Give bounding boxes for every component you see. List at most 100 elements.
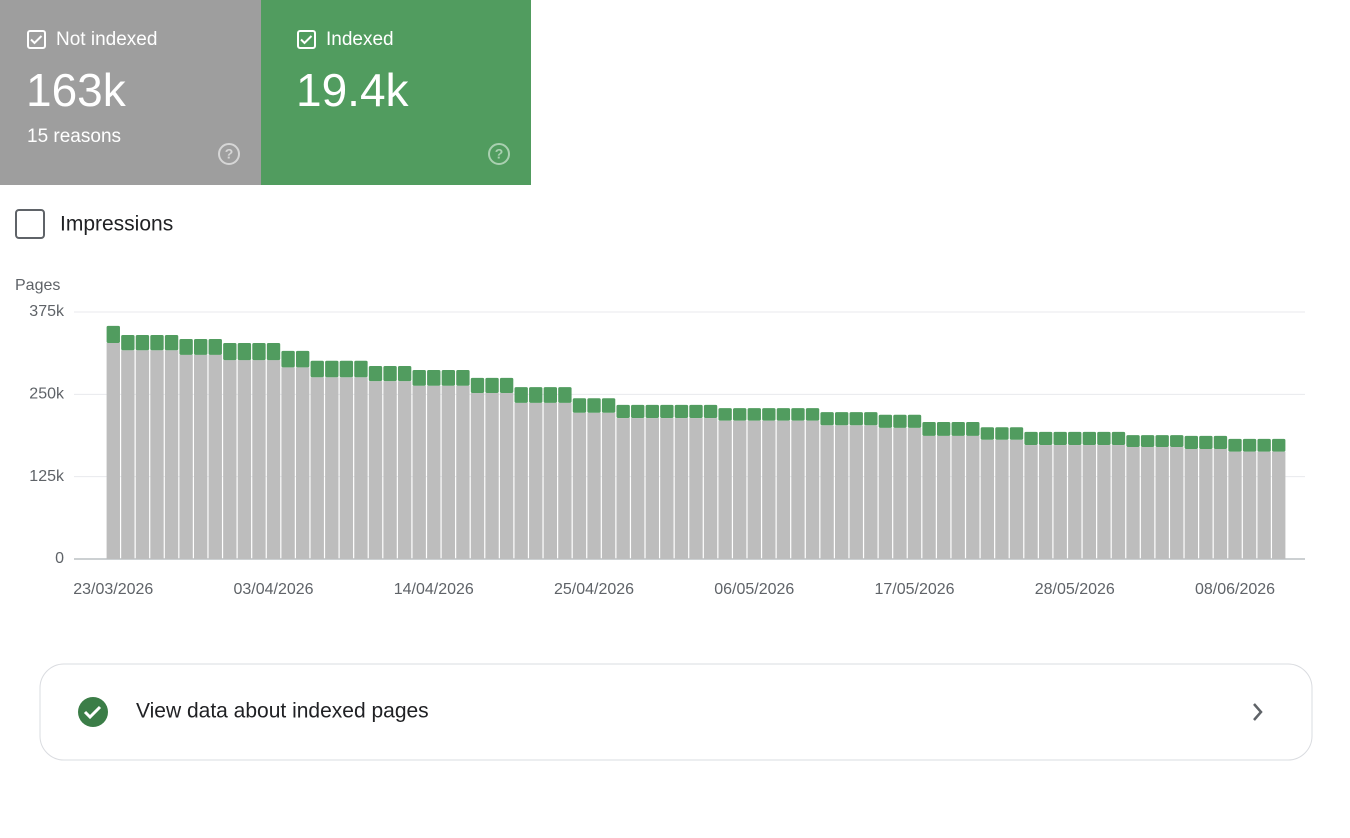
help-icon-glyph: ?	[495, 146, 504, 162]
bar-segment	[631, 418, 645, 559]
bar-segment	[1272, 438, 1286, 452]
bar-segment	[1140, 435, 1155, 448]
bar-segment	[237, 360, 252, 559]
bar-segment	[1155, 447, 1169, 559]
bar-segment	[354, 377, 368, 559]
bar-segment	[587, 412, 601, 559]
bar-segment	[995, 439, 1009, 559]
bar-segment	[645, 418, 659, 559]
indexed-card[interactable]: Indexed 19.4k ?	[261, 0, 531, 185]
bar-segment	[485, 393, 499, 559]
bar-segment	[397, 366, 412, 382]
bar-segment	[733, 408, 747, 421]
bar-segment	[223, 360, 237, 559]
bar-segment	[368, 381, 383, 559]
bar-segment	[208, 354, 222, 559]
bar-segment	[295, 367, 310, 559]
bar-segment	[383, 381, 397, 559]
bar-segment	[543, 387, 558, 403]
not-indexed-card[interactable]: Not indexed 163k 15 reasons ?	[0, 0, 261, 185]
bar-segment	[325, 360, 339, 378]
bar-segment	[223, 342, 237, 361]
bar-segment	[791, 420, 805, 559]
card-subtitle: 15 reasons	[27, 126, 121, 147]
bar-segment	[441, 385, 456, 559]
bar-segment	[966, 435, 980, 559]
bar-segment	[208, 339, 222, 355]
bar-segment	[179, 339, 193, 355]
bar-segment	[150, 335, 164, 351]
bar-segment	[936, 435, 951, 559]
bar-segment	[1272, 451, 1286, 559]
x-tick-label: 17/05/2026	[874, 581, 954, 598]
bar-segment	[1228, 438, 1242, 452]
bar-segment	[689, 404, 703, 419]
bar-segment	[922, 421, 936, 436]
bar-segment	[1126, 435, 1140, 448]
bar-segment	[121, 335, 135, 351]
impressions-toggle[interactable]: Impressions	[15, 209, 173, 239]
bar-segment	[1184, 435, 1198, 450]
bar-segment	[354, 360, 368, 378]
y-tick-label: 375k	[29, 303, 65, 320]
bar-segment	[572, 412, 587, 559]
bar-segment	[470, 377, 485, 394]
bar-segment	[805, 420, 820, 559]
bar-segment	[412, 369, 426, 386]
impressions-label: Impressions	[60, 213, 173, 236]
bar-segment	[907, 414, 922, 428]
bar-segment	[572, 398, 587, 413]
bar-segment	[514, 387, 528, 403]
card-value: 19.4k	[296, 64, 410, 116]
bar-segment	[543, 402, 558, 559]
bar-segment	[1170, 435, 1184, 448]
help-icon-glyph: ?	[225, 146, 234, 162]
bar-segment	[194, 339, 208, 355]
x-tick-label: 06/05/2026	[714, 581, 794, 598]
bar-segment	[339, 360, 354, 378]
x-tick-label: 25/04/2026	[554, 581, 634, 598]
bar-segment	[1257, 438, 1271, 452]
bar-segment	[1140, 447, 1155, 559]
card-value: 163k	[26, 64, 127, 116]
bar-segment	[310, 360, 324, 378]
bar-segment	[164, 335, 179, 351]
bar-segment	[762, 420, 776, 559]
bar-segment	[893, 414, 907, 428]
bar-segment	[1242, 438, 1257, 452]
bar-segment	[368, 366, 383, 382]
bar-segment	[310, 377, 324, 559]
bar-segment	[703, 404, 718, 419]
bar-segment	[266, 342, 281, 361]
bar-segment	[703, 418, 718, 559]
link-text: View data about indexed pages	[136, 700, 429, 723]
bar-segment	[237, 342, 252, 361]
bar-segment	[339, 377, 354, 559]
bar-segment	[1111, 445, 1126, 559]
help-icon[interactable]	[218, 143, 240, 165]
bar-segment	[1082, 431, 1097, 446]
bar-segment	[266, 360, 281, 559]
bar-segment	[1038, 445, 1053, 559]
bar-segment	[1097, 445, 1111, 559]
y-axis-label: Pages	[15, 277, 60, 294]
checkbox	[297, 30, 316, 49]
bar-segment	[747, 408, 761, 421]
bar-segment	[791, 408, 805, 421]
bar-segment	[601, 398, 616, 413]
bar-segment	[529, 387, 543, 403]
bar-segment	[660, 404, 674, 419]
bar-segment	[805, 408, 820, 421]
bar-segment	[135, 350, 150, 559]
indexed-pages-link[interactable]: View data about indexed pages	[39, 663, 1313, 761]
bar-segment	[980, 427, 995, 440]
chevron	[1253, 703, 1263, 721]
bar-segment	[995, 427, 1009, 440]
bar-segment	[558, 387, 572, 403]
bar-segment	[121, 350, 135, 559]
help-icon[interactable]	[488, 143, 510, 165]
bar-segment	[1111, 431, 1126, 446]
bar-segment	[1053, 431, 1067, 446]
bar-segment	[674, 418, 689, 559]
bar-segment	[1068, 445, 1082, 559]
